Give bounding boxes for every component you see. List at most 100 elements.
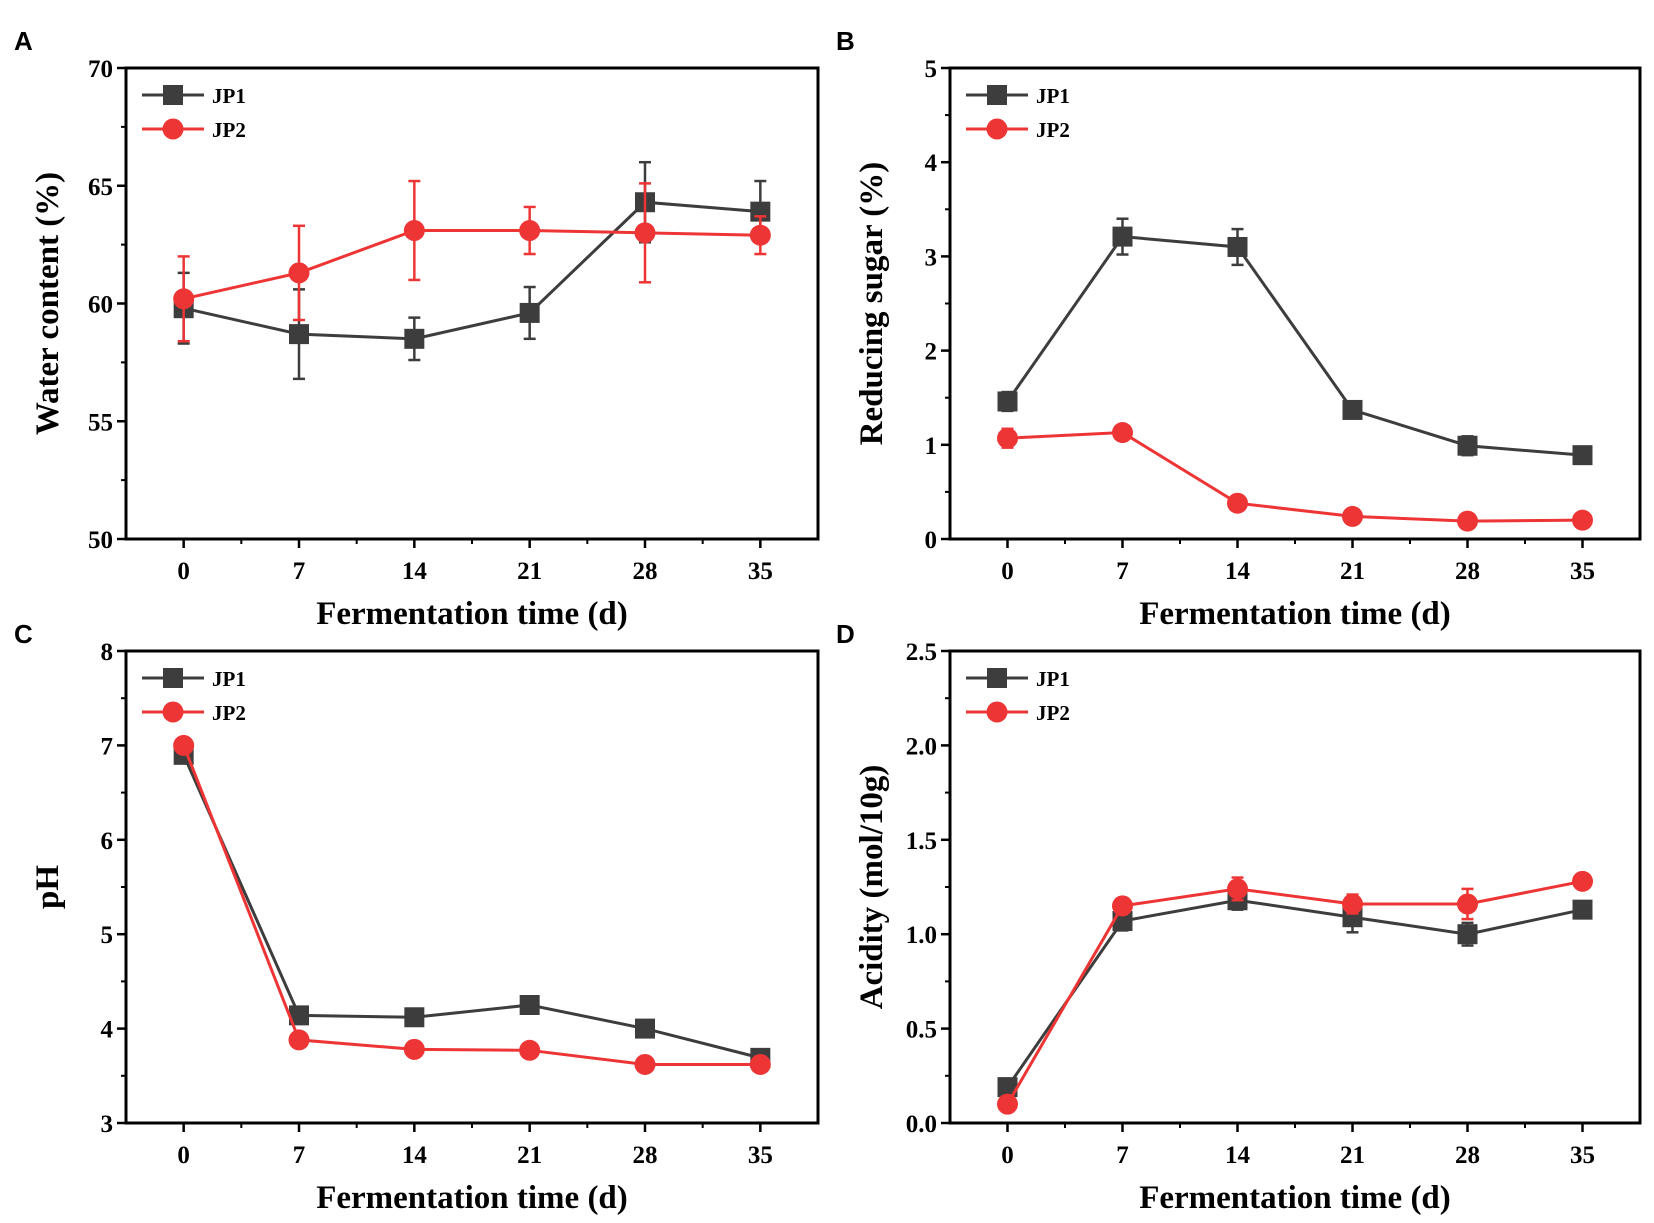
data-point: [1572, 870, 1593, 892]
data-point: [1572, 509, 1593, 531]
y-tick-label: 4: [925, 150, 938, 177]
y-tick-label: 1.5: [906, 828, 937, 855]
y-tick-label: 8: [101, 639, 114, 666]
data-point: [288, 1029, 310, 1051]
legend-label: JP1: [212, 667, 246, 691]
legend-entry-jp2: JP2: [142, 118, 246, 142]
legend-entry-jp1: JP1: [966, 84, 1070, 108]
data-point: [289, 324, 309, 345]
y-tick-label: 3: [925, 244, 938, 271]
x-tick-label: 0: [177, 1142, 190, 1169]
series-jp2: [997, 870, 1593, 1115]
x-tick-label: 21: [517, 558, 542, 585]
series-jp1: [997, 889, 1593, 1098]
x-tick-label: 14: [1225, 1142, 1251, 1169]
y-axis-title: Acidity (mol/10g): [854, 765, 890, 1010]
legend-label: JP2: [212, 118, 246, 142]
y-tick-label: 2.0: [906, 733, 937, 760]
x-axis-title: Fermentation time (d): [1139, 596, 1451, 632]
legend-marker: [162, 118, 184, 140]
legend-marker: [986, 118, 1008, 140]
data-point: [289, 1005, 309, 1026]
x-tick-label: 35: [1570, 1142, 1595, 1169]
data-point: [1112, 422, 1133, 444]
data-point: [997, 391, 1018, 412]
data-point: [1227, 492, 1248, 514]
panel-letter: C: [14, 619, 33, 649]
data-point: [749, 1053, 771, 1075]
series-line: [182, 744, 761, 1066]
data-point: [404, 328, 425, 349]
series-line: [183, 200, 761, 341]
x-tick-label: 7: [293, 1142, 306, 1169]
y-tick-label: 2.5: [906, 639, 937, 666]
data-point: [1572, 899, 1593, 920]
legend-entry-jp1: JP1: [142, 667, 246, 691]
x-tick-label: 28: [1455, 558, 1480, 585]
series-jp2: [173, 734, 771, 1075]
data-point: [1457, 510, 1478, 532]
legend-entry-jp2: JP2: [966, 118, 1070, 142]
x-tick-label: 35: [748, 558, 773, 585]
data-point: [1112, 226, 1133, 247]
legend-entry-jp2: JP2: [966, 701, 1070, 725]
legend-label: JP2: [1036, 701, 1070, 725]
x-tick-label: 21: [1340, 558, 1365, 585]
data-point: [403, 219, 425, 241]
x-axis-title: Fermentation time (d): [316, 1180, 628, 1216]
y-tick-label: 5: [101, 922, 114, 949]
panel-letter: A: [14, 26, 33, 56]
y-tick-label: 5: [925, 56, 938, 83]
y-tick-label: 2: [925, 339, 938, 366]
x-tick-label: 14: [402, 558, 428, 585]
x-tick-label: 28: [633, 558, 658, 585]
x-tick-label: 21: [517, 1142, 542, 1169]
legend-label: JP2: [1036, 118, 1070, 142]
data-point: [519, 219, 541, 241]
data-point: [403, 1038, 425, 1060]
x-tick-label: 0: [177, 558, 190, 585]
series-line: [182, 754, 761, 1060]
y-tick-label: 3: [101, 1111, 114, 1138]
data-point: [634, 222, 656, 244]
y-axis-title: Reducing sugar (%): [854, 162, 890, 446]
panel-letter: D: [836, 619, 855, 649]
series-line: [1006, 898, 1583, 1088]
series-jp2: [173, 179, 771, 343]
y-tick-label: 1: [925, 433, 938, 460]
series-jp1: [997, 217, 1593, 466]
data-point: [519, 302, 540, 323]
data-point: [173, 734, 195, 756]
y-tick-label: 7: [101, 733, 114, 760]
x-tick-label: 21: [1340, 1142, 1365, 1169]
data-point: [173, 288, 195, 310]
panel-b: B 0 1 2 3 4 5 0 7 14 21 28 35 Fermentation time (d) Re…: [836, 26, 1642, 632]
data-point: [288, 262, 310, 284]
legend-label: JP1: [1036, 667, 1070, 691]
legend-marker: [163, 668, 183, 688]
y-tick-label: 0.0: [906, 1111, 937, 1138]
data-point: [519, 995, 540, 1015]
data-point: [634, 1053, 656, 1075]
data-point: [1457, 924, 1478, 945]
x-axis-title: Fermentation time (d): [316, 596, 628, 632]
data-point: [404, 1007, 425, 1028]
y-tick-label: 60: [88, 292, 113, 319]
legend-entry-jp1: JP1: [966, 667, 1070, 691]
y-tick-label: 6: [101, 828, 114, 855]
series-jp2: [997, 422, 1593, 532]
data-point: [997, 1093, 1018, 1115]
panel-a: A 50 55 60 65 70 0 7 14 21 28 35 Fermentation time (…: [14, 26, 820, 632]
data-point: [1227, 236, 1248, 257]
data-point: [749, 224, 771, 246]
data-point: [997, 1077, 1018, 1098]
legend-entry-jp1: JP1: [142, 84, 246, 108]
data-point: [1572, 445, 1593, 466]
series-line: [1006, 879, 1583, 1105]
legend-marker: [986, 701, 1008, 723]
x-tick-label: 14: [1225, 558, 1251, 585]
legend-entry-jp2: JP2: [142, 701, 246, 725]
x-tick-label: 35: [1570, 558, 1595, 585]
series-line: [1006, 235, 1583, 457]
